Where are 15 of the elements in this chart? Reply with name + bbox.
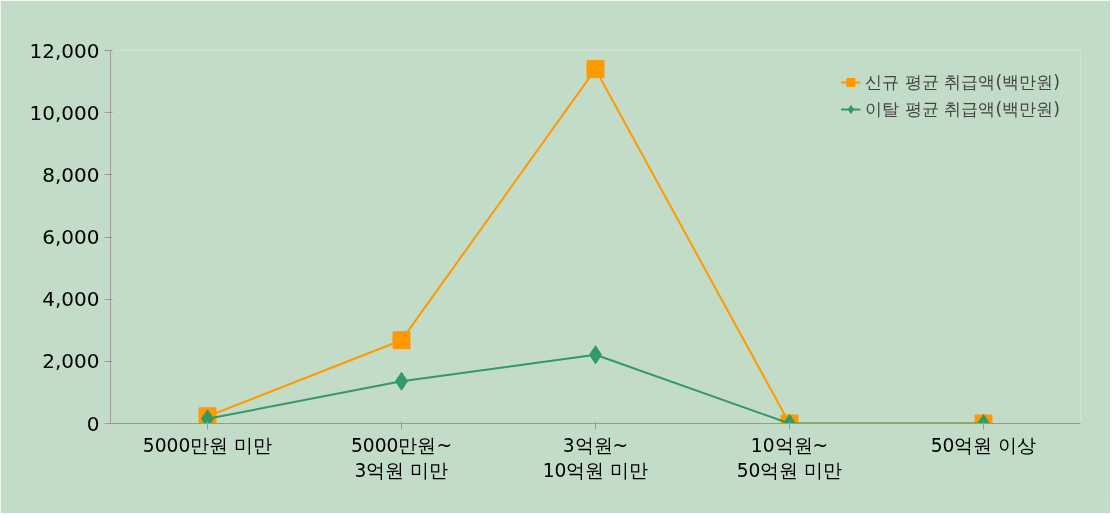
point	[586, 60, 605, 79]
y-tick-label: 6,000	[42, 225, 100, 249]
y-tick-label: 12,000	[29, 38, 100, 63]
x-tick-label: 50억원 이상	[930, 434, 1037, 456]
x-tick-label: 5000만원 미만	[142, 434, 273, 456]
legend-label: 이탈 평균 취급액(백만원)	[865, 98, 1060, 121]
y-tick-label: 2,000	[42, 349, 100, 374]
y-tick-label: 4,000	[42, 287, 100, 312]
legend-label: 신규 평균 취급액(백만원)	[865, 71, 1060, 94]
x-tick-label: 5000만원~ 3억원 미만	[350, 434, 453, 481]
x-tick-label: 3억원~ 10억원 미만	[542, 434, 649, 481]
y-tick-label: 10,000	[29, 100, 100, 125]
y-tick-label: 0	[86, 411, 100, 436]
x-tick-label: 10억원~ 50억원 미만	[736, 434, 843, 481]
y-tick-label: 8,000	[42, 162, 100, 187]
